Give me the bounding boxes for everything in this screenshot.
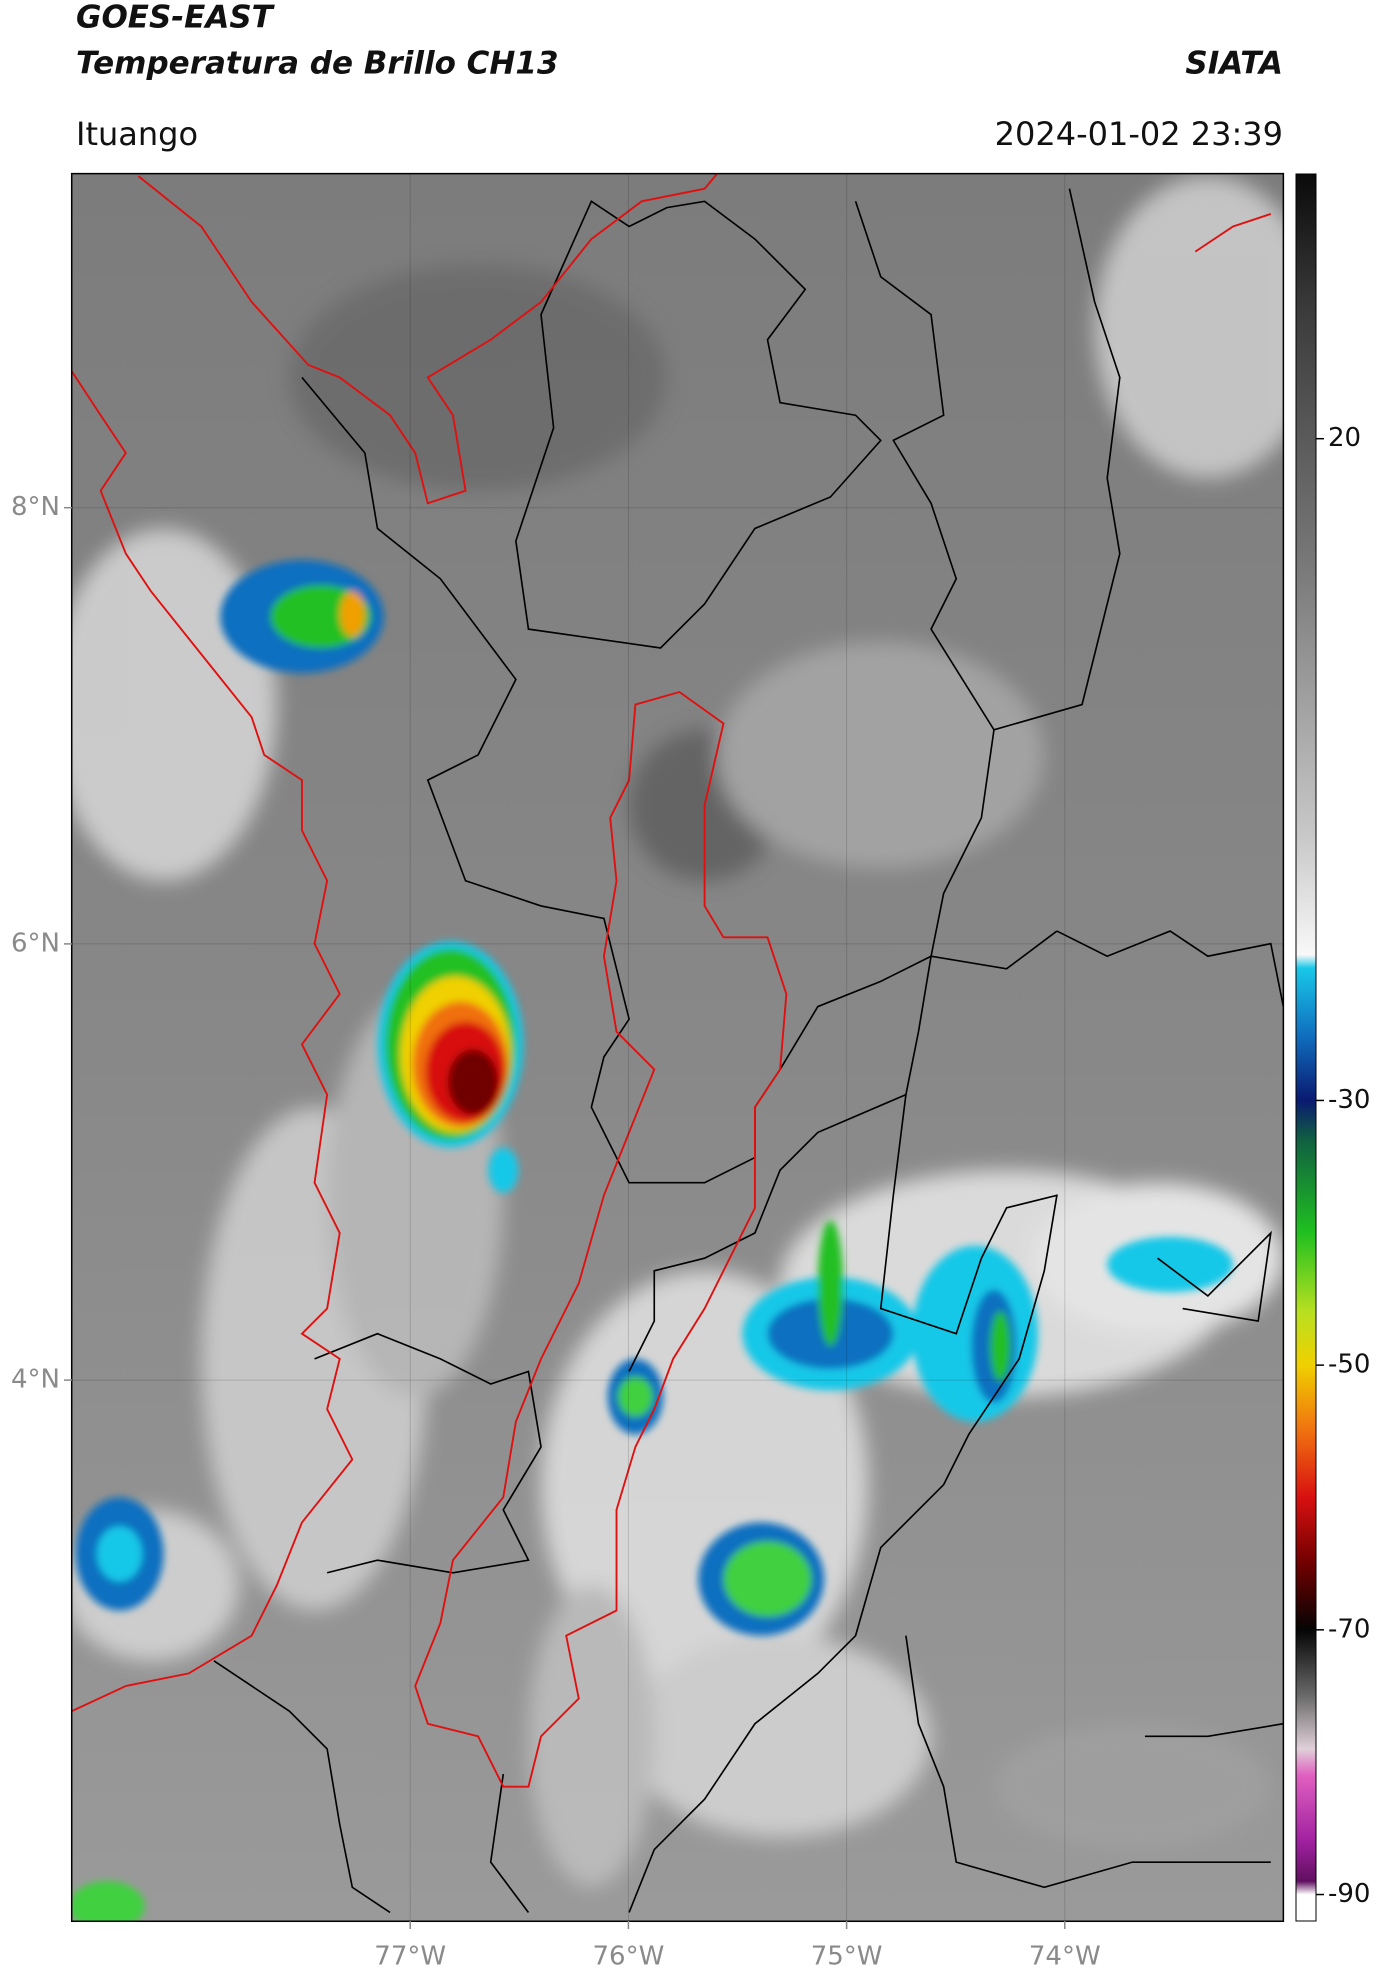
x-tick-label: 74°W xyxy=(1029,1942,1101,1972)
axes: 77°W 76°W 75°W 74°W 8°N 6°N 4°N 20 -30 -50 -70 -90 xyxy=(11,173,1370,1972)
colorbar-tick-label: -90 xyxy=(1328,1879,1370,1909)
colorbar-tick-label: 20 xyxy=(1328,423,1361,453)
x-tick-label: 77°W xyxy=(374,1942,446,1972)
source: SIATA xyxy=(1185,46,1283,82)
country-borders xyxy=(71,173,1272,1788)
department-borders xyxy=(213,188,1284,1914)
colorbar-tick-label: -70 xyxy=(1328,1614,1370,1644)
y-tick-label: 6°N xyxy=(11,928,60,958)
map xyxy=(70,172,1285,1923)
x-tick-label: 75°W xyxy=(811,1942,883,1972)
title: GOES-EAST xyxy=(76,0,276,36)
satellite-image xyxy=(71,173,1284,1922)
map-frame xyxy=(70,172,1285,1923)
colorbar-tick-label: -30 xyxy=(1328,1085,1370,1115)
subtitle: Temperatura de Brillo CH13 xyxy=(76,46,559,82)
datetime: 2024-01-02 23:39 xyxy=(995,115,1283,153)
colorbar-tick-label: -50 xyxy=(1328,1350,1370,1380)
y-tick-label: 8°N xyxy=(11,492,60,522)
y-tick-label: 4°N xyxy=(11,1365,60,1395)
colorbar xyxy=(1295,173,1317,1922)
x-tick-label: 76°W xyxy=(593,1942,665,1972)
location: Ituango xyxy=(76,115,198,153)
